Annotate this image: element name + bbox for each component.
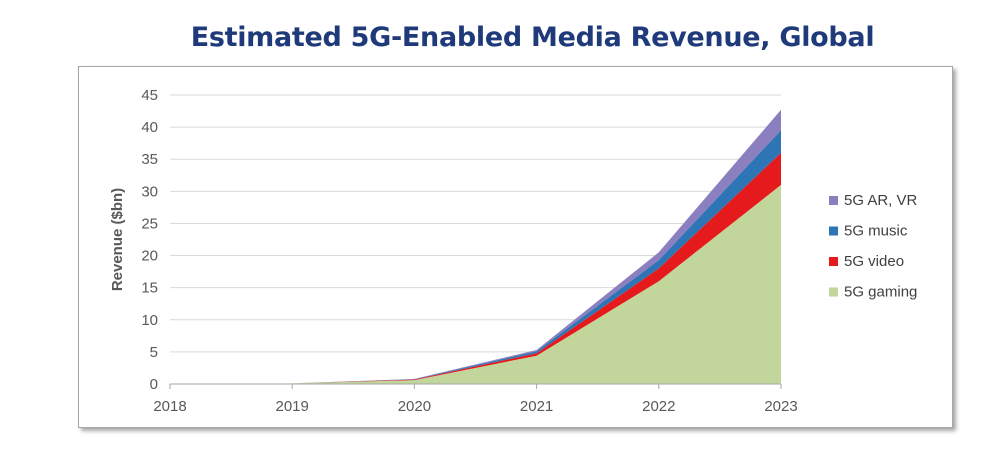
y-tick-label: 35 [141, 151, 158, 168]
y-tick-label: 15 [141, 280, 158, 297]
y-tick-label: 25 [141, 215, 158, 232]
y-tick-label: 0 [150, 376, 158, 393]
legend: 5G AR, VR 5G music 5G video 5G gaming [829, 192, 918, 301]
legend-label-5g-ar-vr: 5G AR, VR [844, 192, 918, 209]
chart-title: Estimated 5G-Enabled Media Revenue, Glob… [190, 22, 875, 53]
x-tick-label: 2023 [764, 398, 797, 415]
x-tick-label: 2022 [642, 398, 675, 415]
x-tick-label: 2021 [520, 398, 553, 415]
series-areas [170, 109, 781, 385]
x-tick-labels: 2018 2019 2020 2021 2022 2023 [153, 398, 797, 415]
x-tick-label: 2020 [398, 398, 431, 415]
legend-swatch-5g-gaming [829, 287, 838, 297]
legend-swatch-5g-ar-vr [829, 196, 838, 205]
y-tick-label: 40 [141, 119, 158, 136]
legend-label-5g-video: 5G video [844, 253, 904, 270]
y-tick-label: 30 [141, 183, 158, 200]
y-tick-labels: 0 5 10 15 20 25 30 35 40 45 [141, 87, 158, 393]
y-tick-label: 20 [141, 248, 158, 265]
y-tick-label: 45 [141, 87, 158, 104]
chart-frame: 0 5 10 15 20 25 30 35 40 45 2018 2019 2020 2021 2022 2… [78, 66, 953, 428]
legend-swatch-5g-music [829, 226, 838, 236]
axes [169, 383, 782, 389]
y-tick-label: 10 [141, 312, 158, 329]
legend-label-5g-gaming: 5G gaming [844, 284, 917, 301]
y-tick-label: 5 [150, 344, 158, 361]
legend-swatch-5g-video [829, 257, 838, 266]
y-axis-label: Revenue ($bn) [109, 188, 126, 291]
gridlines [170, 94, 781, 353]
area-5g-gaming [170, 184, 781, 384]
legend-label-5g-music: 5G music [844, 223, 908, 240]
x-tick-label: 2018 [153, 398, 186, 415]
x-tick-label: 2019 [276, 398, 309, 415]
